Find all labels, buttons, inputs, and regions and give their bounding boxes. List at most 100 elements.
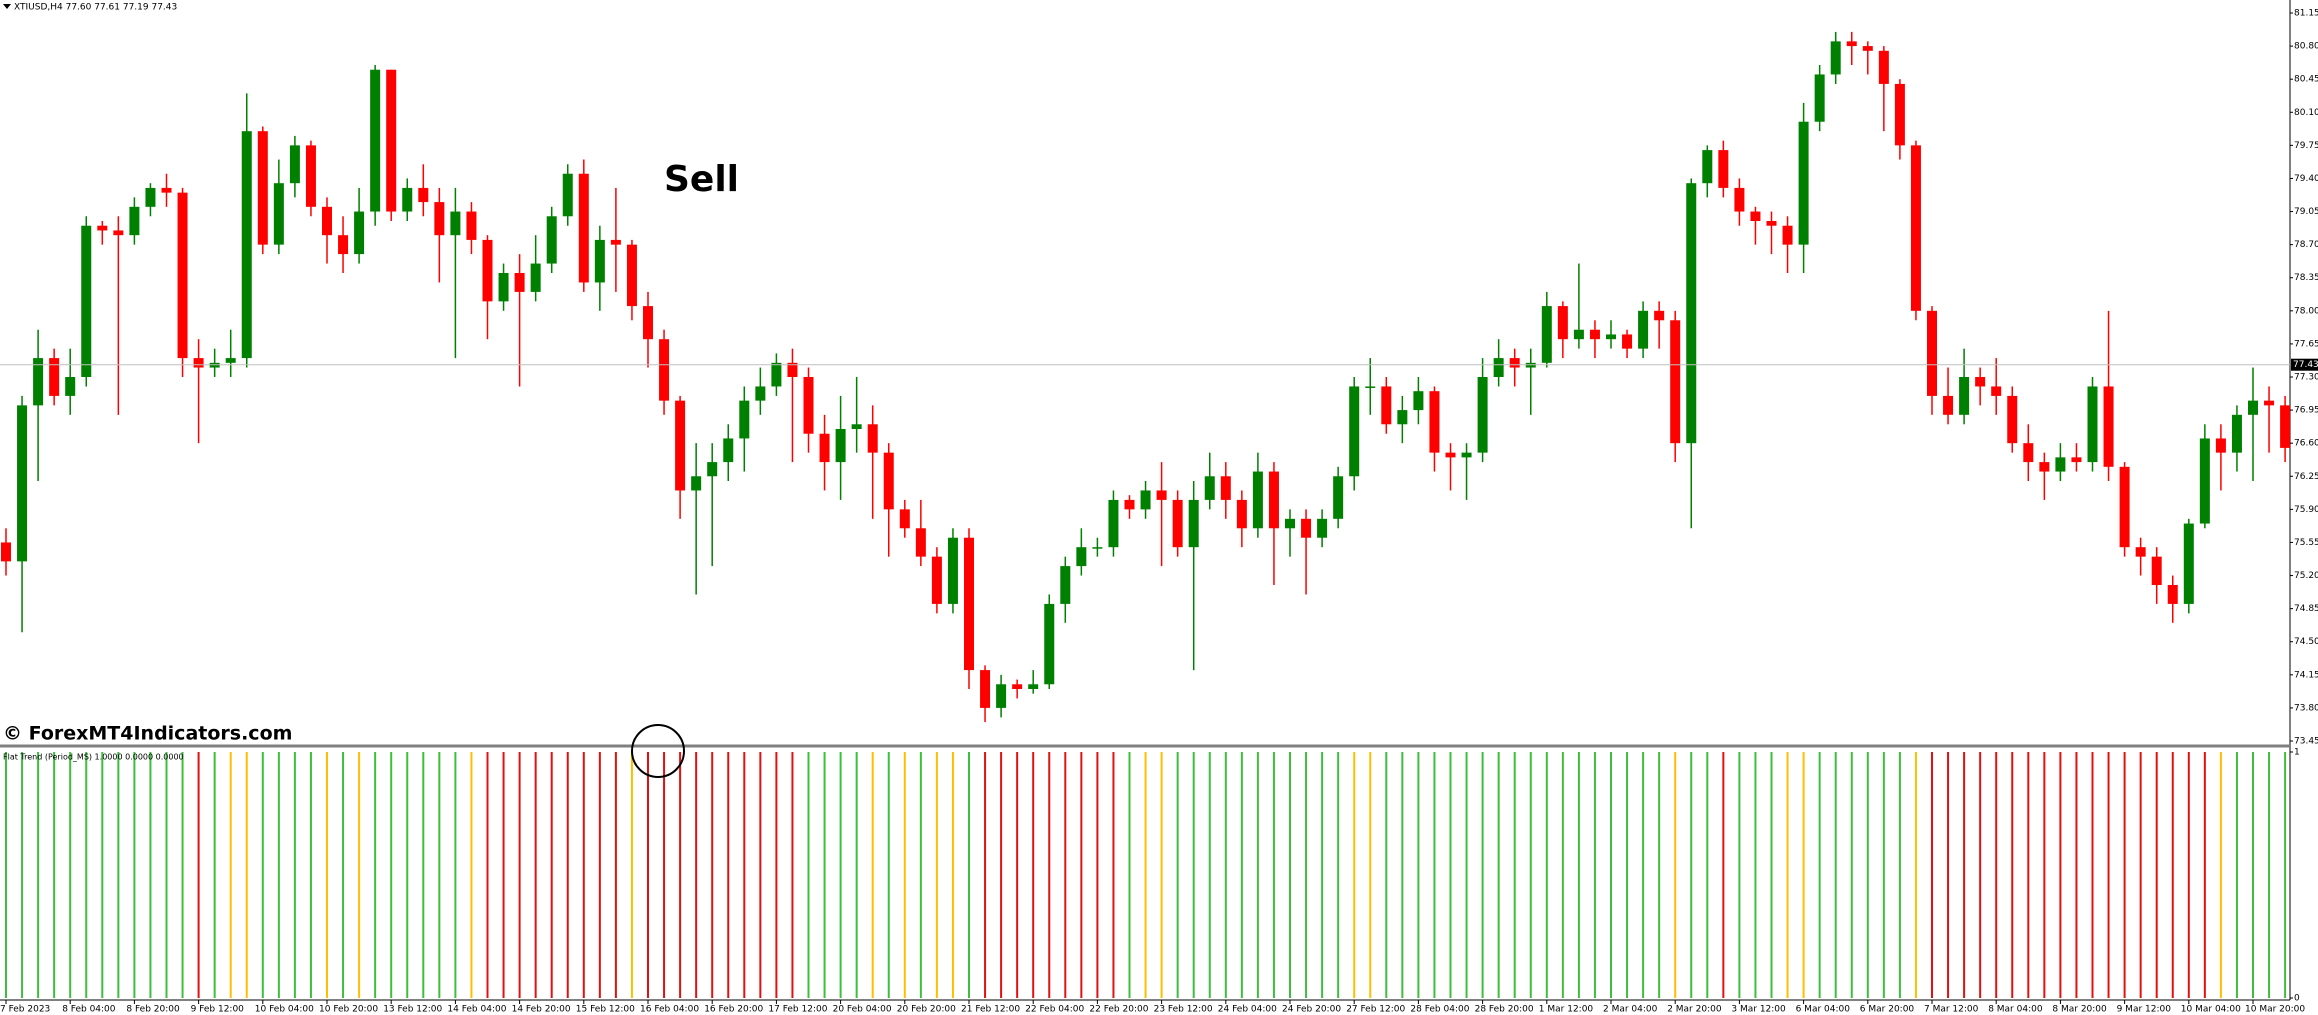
candle-body [1140,490,1151,510]
candle-body [1413,391,1424,411]
candle-body [338,235,349,255]
candle-body [691,476,702,491]
candle-body [2023,443,2034,463]
candle-body [434,202,445,236]
candle-body [1959,377,1970,415]
candle-body [578,173,589,283]
candle-body [2264,400,2275,406]
candle-body [2167,585,2178,604]
candle-body [980,670,991,708]
x-tick-label: 9 Feb 12:00 [191,1005,245,1015]
candle-body [2087,386,2098,463]
candle-body [1092,547,1103,549]
candle-body [2199,438,2210,524]
candle-body [65,377,76,396]
y-tick-label: 78.35 [2294,273,2318,283]
candle-body [931,556,942,604]
y-tick-label: 80.10 [2294,108,2318,118]
x-tick-label: 10 Feb 04:00 [255,1005,314,1015]
candle-body [867,424,878,453]
candle-body [1943,395,1954,415]
y-tick-label: 74.50 [2294,637,2318,647]
candle-body [1204,476,1215,500]
y-tick-label: 79.75 [2294,141,2318,151]
candle-body [1557,306,1568,340]
candle-body [225,358,236,363]
candle-body [1461,452,1472,458]
candle-body [1798,121,1809,245]
candle-body [241,131,252,359]
candle-body [1429,391,1440,453]
candle-body [1076,547,1087,567]
candle-body [659,339,670,401]
y-tick-label: 77.30 [2294,373,2318,383]
candle-body [964,537,974,671]
candle-body [81,225,92,377]
candle-body [402,187,413,212]
candle-body [450,211,461,236]
candle-body [1734,187,1745,212]
candle-body [1301,518,1312,538]
x-tick-label: 20 Feb 20:00 [897,1005,956,1015]
candle-body [514,273,525,292]
candle-body [418,187,429,203]
x-tick-label: 14 Feb 04:00 [447,1005,506,1015]
candle-body [739,400,750,439]
y-tick-label: 78.00 [2294,306,2318,316]
candle-body [803,377,814,434]
candle-body [257,131,268,245]
candle-body [1317,518,1328,538]
x-tick-label: 2 Mar 20:00 [1667,1005,1722,1015]
candle-body [771,362,782,387]
x-tick-label: 20 Feb 04:00 [833,1005,892,1015]
candle-body [1172,499,1183,548]
marks [0,31,2291,998]
candle-body [49,358,60,396]
x-tick-label: 23 Feb 12:00 [1154,1005,1213,1015]
candle-body [530,263,541,292]
candle-body [1381,386,1392,425]
candle-body [899,509,910,529]
x-tick-label: 8 Mar 04:00 [1988,1005,2043,1015]
x-tick-label: 21 Feb 12:00 [961,1005,1020,1015]
x-tick-label: 6 Mar 04:00 [1796,1005,1851,1015]
candle-body [1638,310,1649,349]
candle-body [1702,150,1713,184]
candle-body [1349,386,1360,477]
candle-body [113,230,124,236]
candle-body [322,206,332,236]
candle-body [2119,466,2130,548]
candle-body [2215,438,2226,453]
candle-body [1830,41,1841,75]
candle-body [1718,150,1729,188]
candle-body [482,239,493,302]
x-tick-label: 2 Mar 04:00 [1603,1005,1658,1015]
y-tick-label: 76.95 [2294,406,2318,416]
indicator-title: Flat Trend (Period_MS) 1.0000 0.0000 0.0… [3,753,184,762]
candle-body [1878,50,1889,84]
candle-body [723,438,734,463]
candle-body [2055,457,2066,472]
candle-body [145,187,156,207]
candle-body [2071,457,2082,463]
x-tick-label: 17 Feb 12:00 [768,1005,827,1015]
candle-body [1927,310,1937,396]
candle-body [2007,395,2018,444]
candle-body [161,187,172,193]
y-tick-label: 75.55 [2294,538,2318,548]
candle-body [1541,306,1552,363]
candle-body [1477,377,1488,453]
x-tick-label: 16 Feb 20:00 [704,1005,763,1015]
candle-body [787,362,798,377]
x-tick-label: 8 Feb 20:00 [126,1005,180,1015]
candle-body [1975,377,1986,387]
candle-body [915,528,926,557]
candle-body [2039,462,2050,472]
candle-body [1894,83,1905,146]
candle-body [594,239,605,283]
y-tick-label: 0 [2294,994,2300,1004]
candle-body [1365,386,1376,388]
y-tick-label: 74.85 [2294,604,2318,614]
candle-body [466,211,477,240]
candle-body [1,542,11,562]
